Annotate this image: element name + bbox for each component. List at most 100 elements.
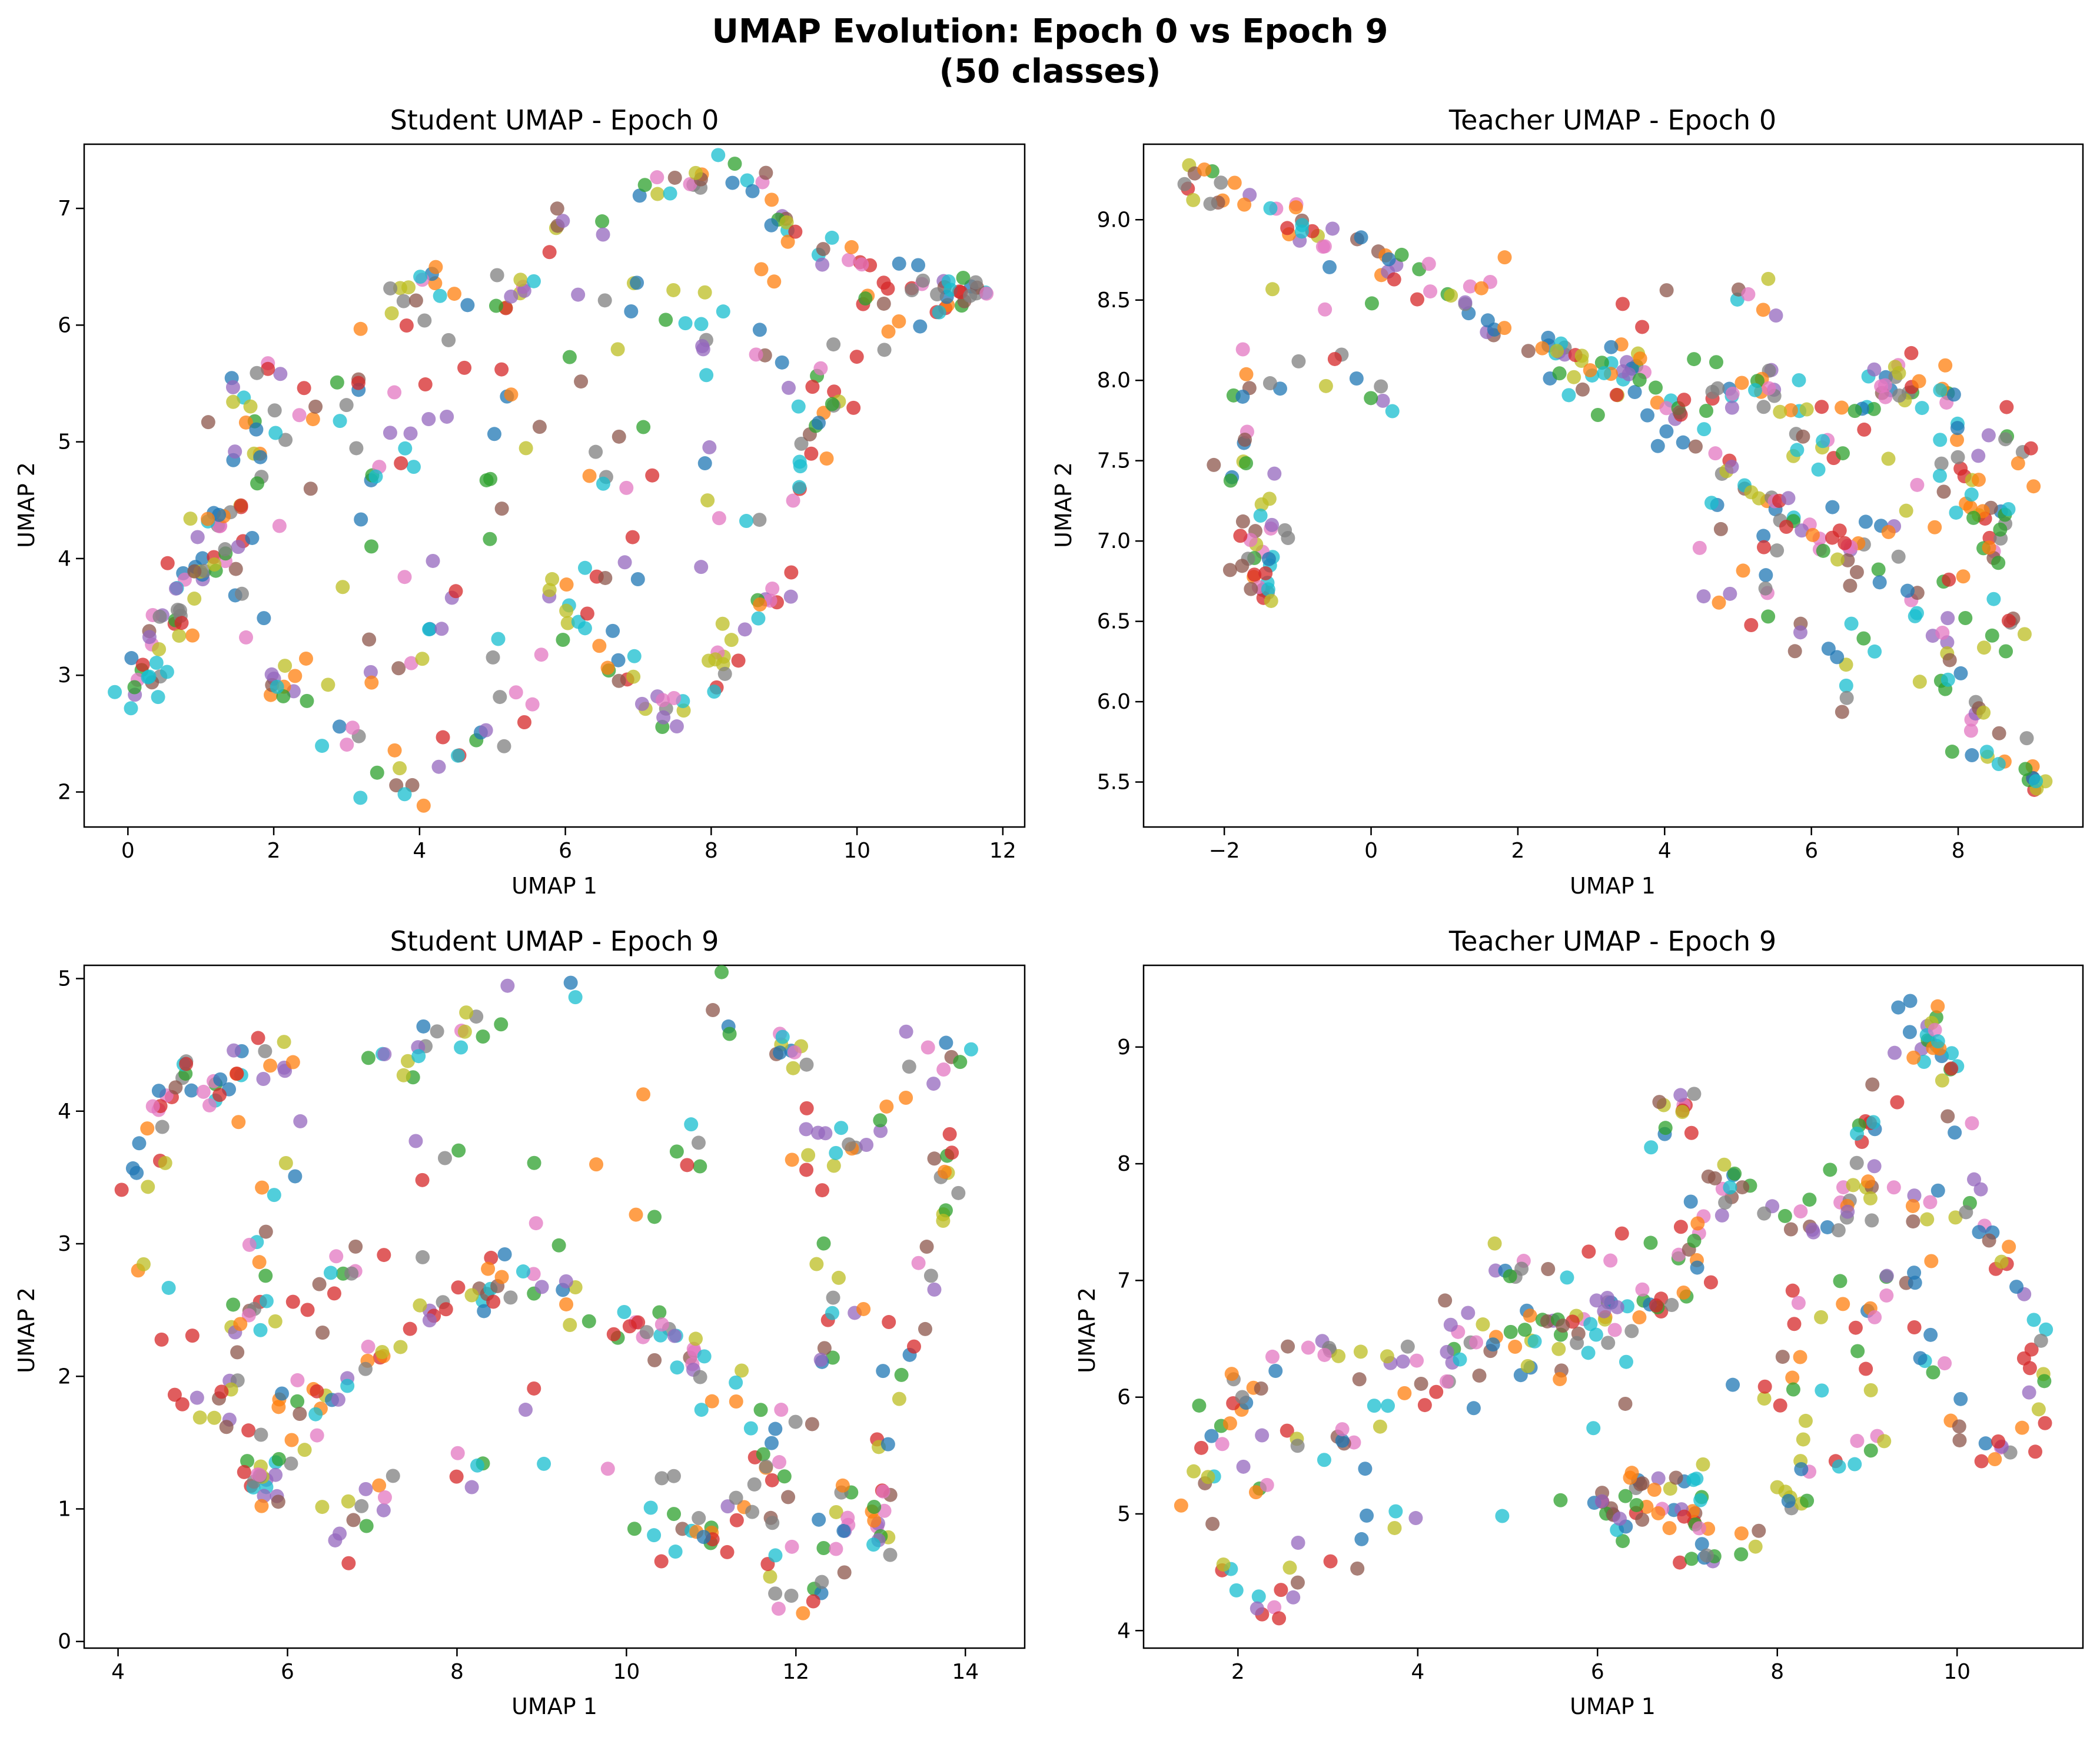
scatter-point	[1322, 260, 1337, 274]
scatter-point	[242, 1237, 257, 1252]
scatter-point	[1795, 523, 1809, 538]
scatter-point	[1735, 376, 1749, 390]
scatter-point	[700, 493, 715, 508]
scatter-point	[842, 1137, 856, 1152]
scatter-point	[562, 350, 577, 364]
scatter-point	[451, 1280, 466, 1295]
scatter-point	[774, 1403, 789, 1417]
scatter-point	[745, 1504, 760, 1519]
x-tick-label: 8	[1952, 839, 1965, 863]
scatter-point	[1301, 1340, 1315, 1355]
scatter-point	[1805, 527, 1820, 542]
scatter-point	[377, 1248, 391, 1263]
scatter-point	[786, 493, 800, 508]
plot-area	[83, 964, 1026, 1649]
scatter-point	[592, 639, 607, 653]
scatter-point	[1651, 1506, 1666, 1520]
scatter-point	[656, 693, 670, 708]
scatter-point	[1796, 1432, 1810, 1447]
scatter-point	[1694, 1537, 1709, 1552]
scatter-point	[1863, 1383, 1878, 1397]
scatter-point	[135, 657, 150, 672]
scatter-point	[1325, 221, 1340, 236]
scatter-point	[1835, 400, 1849, 415]
scatter-point	[706, 1003, 720, 1018]
scatter-point	[1207, 457, 1221, 472]
scatter-point	[1904, 346, 1919, 360]
scatter-point	[1497, 321, 1512, 336]
scatter-point	[239, 630, 254, 645]
subplot-title: Student UMAP - Epoch 9	[390, 925, 719, 957]
scatter-point	[1556, 1318, 1570, 1333]
scatter-point	[716, 304, 730, 319]
scatter-point	[1903, 994, 1918, 1008]
scatter-point	[383, 426, 397, 440]
scatter-point	[1907, 1188, 1922, 1203]
scatter-point	[370, 765, 384, 780]
scatter-point	[527, 1381, 541, 1396]
scatter-point	[563, 1318, 577, 1333]
scatter-point	[225, 380, 240, 394]
scatter-point	[650, 187, 665, 201]
scatter-point	[694, 1403, 709, 1417]
scatter-point	[577, 621, 592, 636]
x-axis-ticks: 0 2 4 6 8 10 12	[121, 827, 1016, 863]
scatter-point	[1846, 1178, 1860, 1193]
scatter-point	[384, 306, 399, 321]
scatter-point	[1280, 221, 1295, 235]
scatter-point	[806, 1594, 820, 1609]
scatter-point	[1770, 543, 1785, 558]
scatter-point	[754, 262, 769, 277]
scatter-point	[1560, 1270, 1574, 1285]
scatter-point	[580, 606, 594, 621]
scatter-point	[1187, 1464, 1201, 1479]
scatter-point	[1551, 1341, 1566, 1356]
scatter-point	[1993, 522, 2008, 537]
scatter-point	[1610, 1300, 1624, 1314]
scatter-point	[1632, 1310, 1647, 1325]
scatter-point	[937, 1164, 952, 1179]
scatter-point	[331, 1392, 345, 1407]
scatter-point	[363, 665, 378, 679]
scatter-point	[1762, 381, 1776, 396]
scatter-point	[1752, 1523, 1766, 1538]
scatter-point	[921, 1040, 935, 1055]
scatter-point	[927, 1282, 942, 1297]
x-tick-label: 4	[413, 839, 426, 863]
scatter-point	[916, 273, 931, 288]
scatter-point	[245, 530, 260, 545]
scatter-point	[627, 1522, 642, 1536]
scatter-point	[1878, 390, 1893, 404]
scatter-point	[739, 514, 753, 529]
scatter-point	[415, 1173, 430, 1187]
y-tick-label: 7	[1117, 1268, 1131, 1293]
scatter-point	[489, 298, 503, 313]
scatter-point	[1235, 342, 1250, 357]
scatter-point	[858, 291, 873, 306]
scatter-point	[1793, 1204, 1808, 1219]
scatter-point	[883, 1547, 898, 1562]
scatter-point	[1223, 473, 1238, 488]
scatter-point	[2026, 1313, 2041, 1327]
scatter-point	[781, 380, 796, 395]
x-tick-label: 12	[989, 839, 1016, 863]
scatter-point	[735, 1363, 749, 1378]
scatter-point	[1950, 433, 1965, 447]
scatter-point	[1723, 586, 1737, 601]
scatter-point	[161, 1280, 176, 1295]
scatter-point	[428, 260, 443, 274]
scatter-point	[753, 1403, 768, 1417]
scatter-point	[876, 1484, 890, 1499]
scatter-point	[1589, 1327, 1603, 1342]
scatter-point	[849, 350, 864, 364]
scatter-point	[624, 304, 639, 318]
scatter-point	[258, 1268, 273, 1283]
scatter-point	[270, 679, 284, 694]
scatter-point	[284, 1456, 298, 1471]
scatter-point	[341, 1556, 356, 1570]
scatter-point	[1255, 1428, 1270, 1443]
scatter-point	[659, 313, 673, 327]
scatter-point	[2028, 1444, 2043, 1459]
scatter-point	[669, 719, 684, 734]
scatter-point	[831, 1270, 846, 1285]
